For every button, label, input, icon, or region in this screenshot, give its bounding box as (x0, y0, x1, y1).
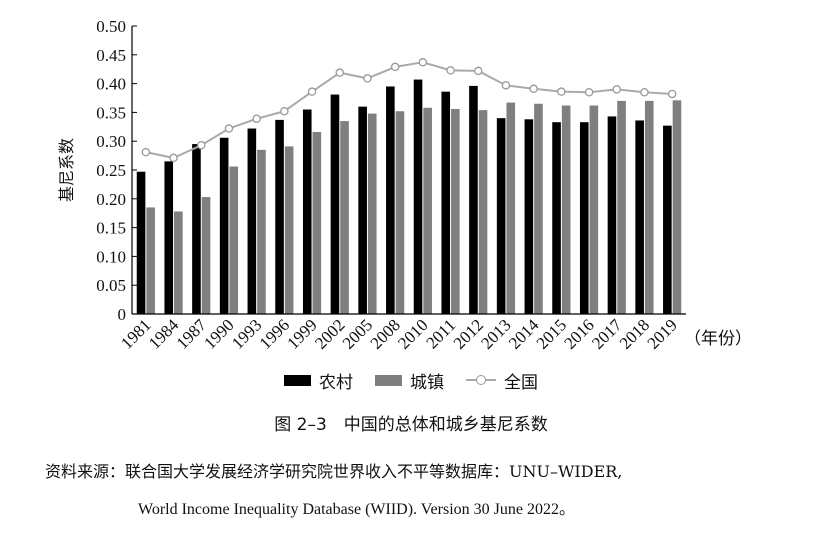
legend-item-national: 全国 (466, 368, 538, 393)
point-national (473, 66, 483, 76)
bar-urban (672, 100, 682, 314)
bar-urban (284, 146, 294, 314)
bar-rural (386, 86, 395, 314)
bar-urban (367, 113, 377, 314)
y-axis: 0 0.05 0.10 0.15 0.20 0.25 0.30 0.35 0.40 0.45 0.5… (96, 17, 137, 324)
point-national (224, 124, 234, 133)
bar-urban (644, 100, 654, 314)
source-line-1: 资料来源：联合国大学发展经济学研究院世界收入不平等数据库：UNU–WIDER, (45, 462, 623, 481)
bar-rural (663, 125, 672, 314)
source-line-2: World Income Inequality Database (WIID).… (138, 501, 575, 518)
y-tick-label: 0.35 (96, 103, 126, 122)
point-national (584, 87, 594, 97)
bar-rural (302, 109, 312, 315)
point-national (640, 87, 649, 97)
bar-rural (413, 79, 423, 315)
point-national (612, 85, 622, 94)
legend-label-national: 全国 (504, 372, 538, 393)
bar-urban (395, 111, 405, 314)
y-tick-label: 0.25 (96, 161, 126, 180)
legend-item-urban: 城镇 (375, 368, 444, 393)
y-tick-label: 0.40 (96, 75, 126, 94)
bar-urban (534, 103, 543, 314)
bar-rural (524, 119, 534, 314)
point-national (446, 66, 455, 75)
point-national (196, 140, 206, 150)
bar-rural (164, 161, 174, 314)
point-national (390, 62, 400, 72)
point-national (280, 106, 289, 116)
y-tick-label: 0.10 (96, 247, 126, 266)
bar-rural (330, 94, 340, 314)
legend-swatch-urban (375, 374, 402, 386)
point-national (363, 74, 372, 83)
line-national (145, 61, 673, 159)
y-tick-label: 0 (118, 305, 127, 324)
point-national (557, 87, 566, 96)
y-tick-label: 0.30 (96, 132, 126, 151)
bar-urban (174, 211, 183, 314)
legend-item-rural: 农村 (284, 368, 353, 393)
bar-urban (201, 197, 211, 314)
bar-rural (607, 116, 617, 314)
point-national (529, 84, 538, 94)
bar-urban (340, 121, 349, 314)
bar-rural (635, 120, 644, 315)
point-national (501, 81, 511, 90)
bars-group (136, 79, 682, 315)
bar-rural (136, 171, 146, 314)
y-axis-label: 基尼系数 (57, 138, 76, 202)
bar-urban (506, 102, 516, 314)
bar-urban (146, 207, 155, 314)
national-line-group (141, 58, 677, 163)
legend: 农村 城镇 全国 (0, 367, 822, 393)
legend-label-urban: 城镇 (410, 372, 444, 393)
point-national (169, 153, 178, 163)
x-tick-label: 2019 (644, 315, 681, 352)
bar-rural (441, 91, 451, 314)
y-tick-label: 0.15 (96, 219, 126, 238)
point-national (252, 114, 261, 123)
x-axis: 1981198419871990199319961999200220052008… (117, 313, 686, 353)
x-axis-unit: （年份） (684, 329, 752, 349)
legend-swatch-rural (284, 374, 311, 386)
y-tick-label: 0.45 (96, 46, 126, 65)
bar-urban (561, 105, 571, 314)
bar-urban (312, 131, 322, 314)
bar-urban (423, 107, 432, 315)
bar-urban (229, 166, 239, 314)
point-national (418, 58, 428, 67)
legend-swatch-national (466, 374, 496, 386)
bar-rural (247, 128, 257, 314)
y-tick-label: 0.20 (96, 190, 126, 209)
bar-urban (257, 149, 266, 314)
bar-rural (219, 137, 229, 314)
bar-rural (275, 119, 284, 314)
point-national (335, 68, 344, 77)
bar-urban (478, 110, 488, 314)
bar-rural (496, 118, 506, 314)
bar-urban (589, 105, 599, 314)
bar-rural (358, 106, 367, 314)
point-national (141, 147, 151, 157)
gini-chart: 0 0.05 0.10 0.15 0.20 0.25 0.30 0.35 0.40 0.45 0.5… (57, 17, 752, 353)
bar-urban (617, 100, 626, 314)
y-tick-label: 0.50 (96, 17, 126, 36)
bar-rural (552, 122, 561, 314)
bar-rural (192, 144, 201, 314)
point-national (307, 87, 317, 96)
bar-rural (579, 122, 589, 314)
bar-rural (469, 85, 478, 315)
y-tick-label: 0.05 (96, 276, 126, 295)
legend-label-rural: 农村 (319, 372, 353, 393)
point-national (667, 89, 677, 99)
figure-caption: 图 2–3 中国的总体和城乡基尼系数 (274, 415, 548, 435)
bar-urban (451, 108, 460, 314)
